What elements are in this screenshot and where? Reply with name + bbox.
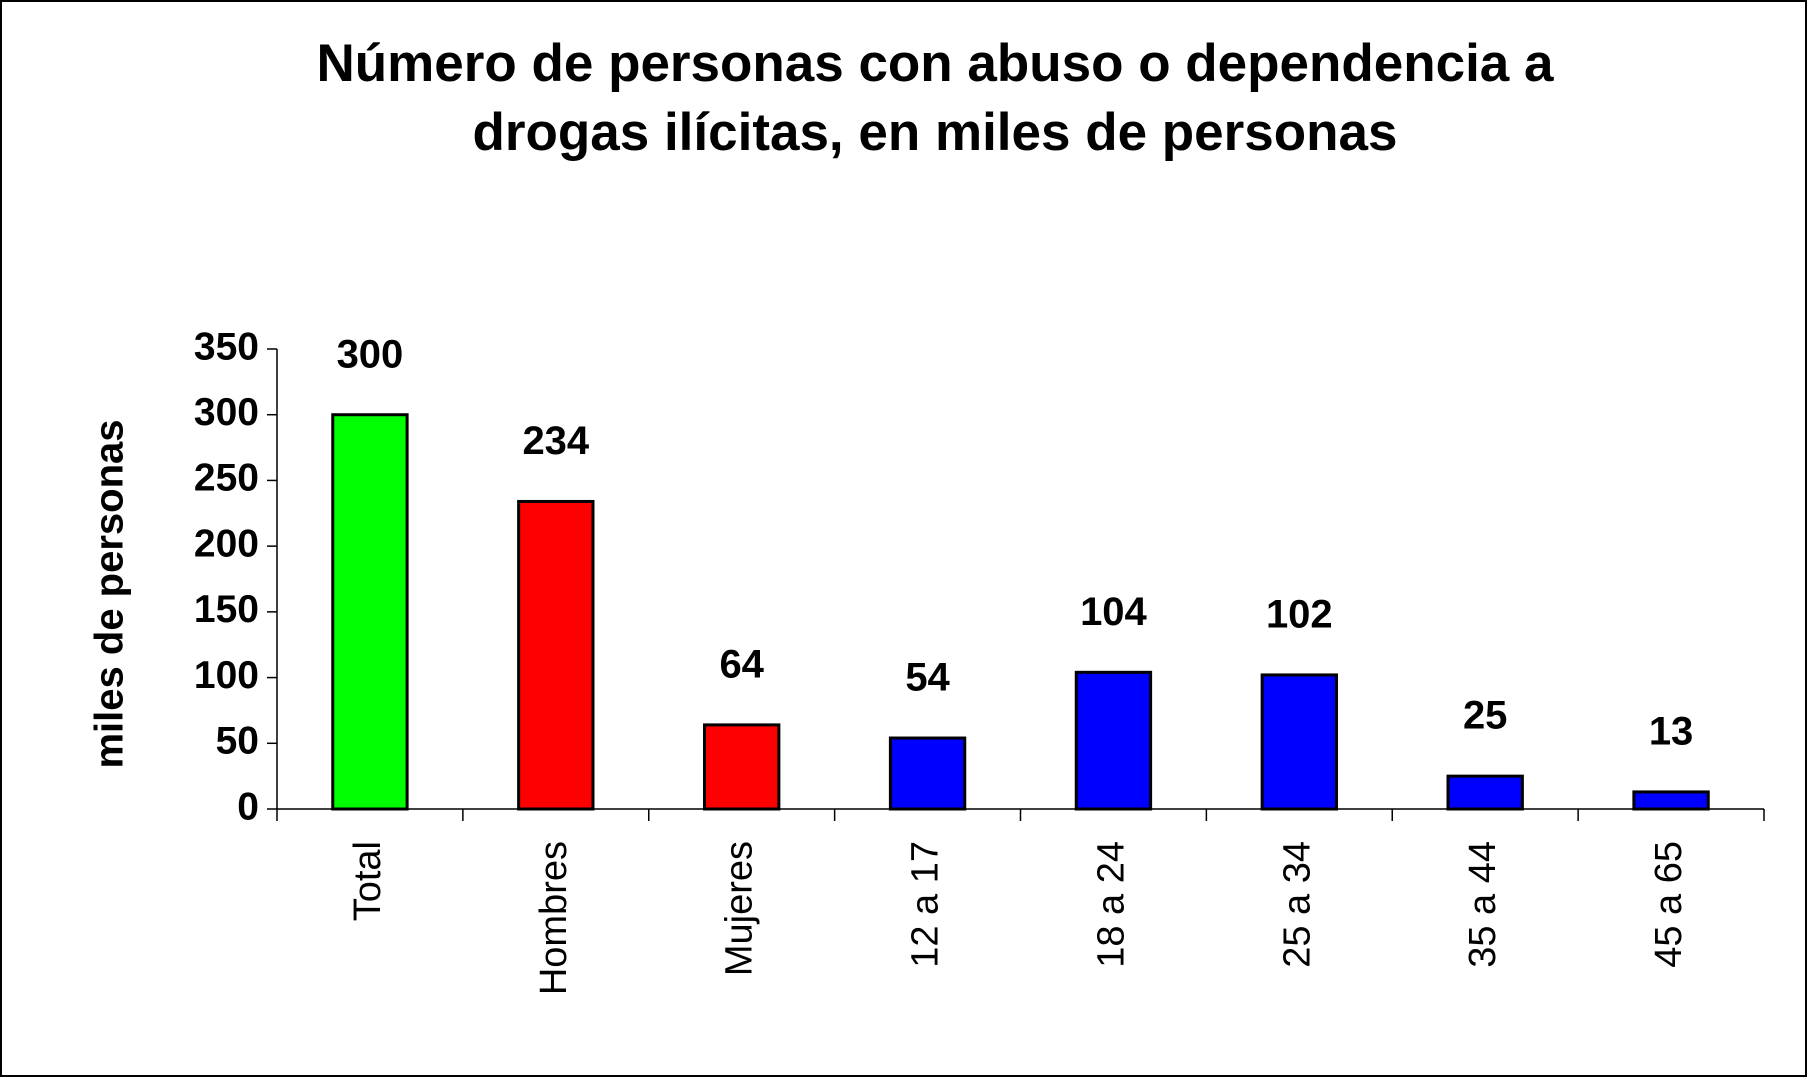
- chart-title: Número de personas con abuso o dependenc…: [317, 34, 1554, 93]
- value-label: 102: [1266, 593, 1333, 637]
- value-label: 25: [1463, 694, 1508, 738]
- y-tick-label: 250: [194, 457, 259, 500]
- bar: [1446, 774, 1524, 811]
- x-tick-label: 45 a 65: [1648, 841, 1690, 968]
- x-tick-label: Mujeres: [719, 841, 761, 976]
- bar: [331, 413, 409, 811]
- value-label: 54: [905, 656, 950, 700]
- y-tick-label: 200: [194, 522, 259, 565]
- value-label: 104: [1080, 590, 1147, 634]
- x-tick-label: Hombres: [533, 841, 575, 995]
- y-tick-label: 300: [194, 391, 259, 434]
- y-axis-label: miles de personas: [88, 419, 132, 768]
- value-label: 234: [522, 419, 589, 463]
- value-label: 64: [719, 642, 764, 686]
- chart-title: drogas ilícitas, en miles de personas: [473, 103, 1398, 162]
- x-tick-label: 35 a 44: [1462, 841, 1504, 968]
- x-tick-label: 25 a 34: [1276, 841, 1318, 968]
- value-label: 13: [1649, 709, 1694, 753]
- value-label: 300: [337, 332, 404, 376]
- bar: [1260, 673, 1338, 811]
- x-tick-label: 18 a 24: [1090, 841, 1132, 968]
- x-tick-label: Total: [347, 841, 389, 921]
- bar: [1074, 670, 1153, 811]
- y-tick-label: 350: [194, 325, 259, 368]
- bar: [517, 499, 595, 811]
- y-tick-label: 50: [216, 720, 259, 763]
- y-tick-label: 0: [237, 785, 259, 828]
- bar: [888, 736, 967, 811]
- bar: [1632, 790, 1710, 811]
- bar: [703, 723, 781, 811]
- y-tick-label: 100: [194, 654, 259, 697]
- y-tick-label: 150: [194, 588, 259, 631]
- x-tick-label: 12 a 17: [905, 841, 947, 968]
